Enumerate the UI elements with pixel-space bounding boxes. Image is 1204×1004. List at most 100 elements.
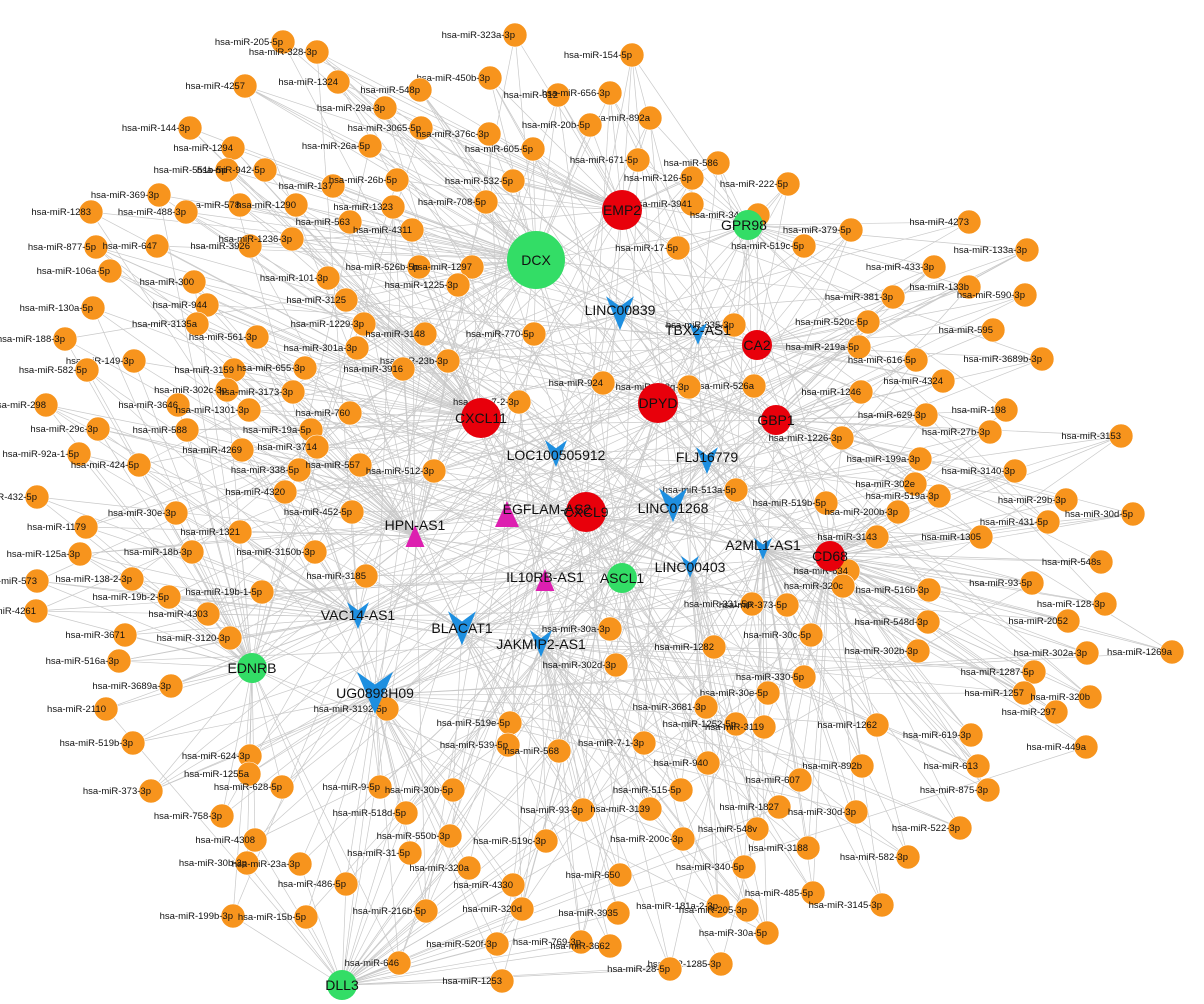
mirna-node-hsa-mir-330-5p[interactable]: hsa-miR-330-5p	[736, 664, 817, 690]
mirna-node-hsa-mir-101-3p[interactable]: hsa-miR-101-3p	[260, 265, 341, 291]
mirna-node-hsa-mir-320a[interactable]: hsa-miR-320a	[409, 855, 482, 881]
mirna-node-hsa-mir-19b-2-5p[interactable]: hsa-miR-19b-2-5p	[92, 584, 182, 610]
mirna-node-hsa-mir-1246[interactable]: hsa-miR-1246	[801, 379, 874, 405]
mirna-node-hsa-mir-199a-3p[interactable]: hsa-miR-199a-3p	[847, 446, 933, 472]
mirna-node-hsa-mir-3159[interactable]: hsa-miR-3159	[174, 357, 247, 383]
mirna-node-hsa-mir-532-5p[interactable]: hsa-miR-532-5p	[445, 168, 526, 194]
mirna-node-hsa-mir-219a-5p[interactable]: hsa-miR-219a-5p	[786, 334, 872, 360]
mirna-node-hsa-mir-940[interactable]: hsa-miR-940	[654, 750, 721, 776]
hub-node-linc01268[interactable]: LINC01268	[638, 488, 709, 523]
hub-node-ca2[interactable]: CA2	[742, 330, 772, 360]
hub-node-a2ml1-as1[interactable]: A2ML1-AS1	[725, 537, 801, 560]
hub-node-tbx2-as1[interactable]: TBX2-AS1	[665, 322, 731, 345]
hub-node-flj16779[interactable]: FLJ16779	[676, 447, 738, 475]
mirna-node-hsa-mir-1827[interactable]: hsa-miR-1827	[719, 794, 792, 820]
mirna-node-hsa-mir-520f-3p[interactable]: hsa-miR-520f-3p	[426, 931, 510, 957]
mirna-node-hsa-mir-3689b-3p[interactable]: hsa-miR-3689b-3p	[963, 346, 1055, 372]
mirna-node-hsa-mir-335-3p[interactable]: hsa-miR-335-3p	[666, 312, 747, 338]
mirna-node-hsa-mir-181a-2-3p[interactable]: hsa-miR-181a-2-3p	[636, 893, 731, 919]
mirna-node-hsa-mir-519c-3p[interactable]: hsa-miR-519c-3p	[473, 828, 559, 854]
mirna-node-hsa-mir-563[interactable]: hsa-miR-563	[296, 209, 363, 235]
mirna-node-hsa-mir-1323[interactable]: hsa-miR-1323	[333, 194, 406, 220]
mirna-node-hsa-mir-892a[interactable]: hsa-miR-892a	[590, 105, 663, 131]
mirna-node-hsa-mir-302e[interactable]: hsa-miR-302e	[855, 471, 928, 497]
mirna-node-hsa-mir-19b-1-5p[interactable]: hsa-miR-19b-1-5p	[185, 579, 275, 605]
mirna-node-hsa-mir-512-3p[interactable]: hsa-miR-512-3p	[366, 458, 447, 484]
mirna-node-hsa-mir-320d[interactable]: hsa-miR-320d	[462, 896, 535, 922]
mirna-node-hsa-mir-30a-5p[interactable]: hsa-miR-30a-5p	[699, 920, 780, 946]
mirna-node-hsa-mir-4311[interactable]: hsa-miR-4311	[353, 217, 425, 243]
mirna-node-hsa-mir-1287-5p[interactable]: hsa-miR-1287-5p	[961, 659, 1047, 685]
mirna-node-hsa-mir-18b-3p[interactable]: hsa-miR-18b-3p	[124, 539, 205, 565]
mirna-node-hsa-mir-519c-5p[interactable]: hsa-miR-519c-5p	[731, 233, 817, 259]
mirna-node-hsa-mir-877-5p[interactable]: hsa-miR-877-5p	[28, 234, 109, 260]
mirna-node-hsa-mir-1269a[interactable]: hsa-miR-1269a	[1107, 639, 1185, 665]
mirna-node-hsa-mir-133a-3p[interactable]: hsa-miR-133a-3p	[954, 237, 1040, 263]
mirna-node-hsa-mir-300[interactable]: hsa-miR-300	[140, 269, 207, 295]
mirna-node-hsa-mir-486-5p[interactable]: hsa-miR-486-5p	[278, 871, 359, 897]
mirna-node-hsa-mir-30b-3p[interactable]: hsa-miR-30b-3p	[179, 850, 260, 876]
mirna-node-hsa-mir-3662[interactable]: hsa-miR-3662	[550, 933, 623, 959]
mirna-node-hsa-mir-106a-5p[interactable]: hsa-miR-106a-5p	[37, 258, 123, 284]
mirna-node-hsa-mir-27b-3p[interactable]: hsa-miR-27b-3p	[922, 419, 1003, 445]
mirna-node-hsa-mir-582-3p[interactable]: hsa-miR-582-3p	[840, 844, 921, 870]
mirna-node-hsa-mir-3173-3p[interactable]: hsa-miR-3173-3p	[220, 379, 306, 405]
hub-node-cxcl9[interactable]: CXCL9	[563, 492, 609, 532]
mirna-node-hsa-mir-3120-3p[interactable]: hsa-miR-3120-3p	[157, 625, 243, 651]
mirna-node-hsa-mir-3689a-3p[interactable]: hsa-miR-3689a-3p	[92, 673, 184, 699]
mirna-node-hsa-mir-3646[interactable]: hsa-miR-3646	[118, 392, 191, 418]
mirna-node-hsa-mir-30b-5p[interactable]: hsa-miR-30b-5p	[385, 777, 466, 803]
mirna-node-hsa-mir-379-5p[interactable]: hsa-miR-379-5p	[783, 217, 864, 243]
mirna-node-hsa-mir-1225-3p[interactable]: hsa-miR-1225-3p	[385, 272, 471, 298]
mirna-node-hsa-mir-3143[interactable]: hsa-miR-3143	[817, 524, 890, 550]
mirna-node-hsa-mir-1282[interactable]: hsa-miR-1282	[654, 634, 727, 660]
mirna-node-hsa-mir-26b-5p[interactable]: hsa-miR-26b-5p	[329, 167, 410, 193]
mirna-node-hsa-mir-30e-3p[interactable]: hsa-miR-30e-3p	[108, 500, 189, 526]
mirna-node-hsa-mir-23a-3p[interactable]: hsa-miR-23a-3p	[232, 851, 313, 877]
hub-node-egflam-as2[interactable]: EGFLAM-AS2	[495, 501, 592, 527]
mirna-node-hsa-mir-4320[interactable]: hsa-miR-4320	[225, 479, 298, 505]
mirna-node-hsa-mir-1285-3p[interactable]: hsa-miR-1285-3p	[648, 951, 734, 977]
mirna-node-hsa-mir-561-3p[interactable]: hsa-miR-561-3p	[189, 324, 270, 350]
mirna-node-hsa-mir-3145-3p[interactable]: hsa-miR-3145-3p	[809, 892, 895, 918]
mirna-node-hsa-mir-4257[interactable]: hsa-miR-4257	[185, 73, 258, 99]
mirna-node-hsa-mir-4330[interactable]: hsa-miR-4330	[453, 872, 526, 898]
mirna-node-hsa-mir-551b-5p[interactable]: hsa-miR-551b-5p	[154, 157, 240, 183]
hub-node-il10rb-as1[interactable]: IL10RB-AS1	[506, 569, 584, 591]
mirna-node-hsa-mir-522-3p[interactable]: hsa-miR-522-3p	[892, 815, 973, 841]
mirna-node-hsa-mir-30e-5p[interactable]: hsa-miR-30e-5p	[700, 680, 781, 706]
mirna-node-hsa-mir-4303[interactable]: hsa-miR-4303	[148, 601, 221, 627]
mirna-node-hsa-mir-17-5p[interactable]: hsa-miR-17-5p	[615, 235, 691, 261]
mirna-node-hsa-mir-126-5p[interactable]: hsa-miR-126-5p	[624, 165, 705, 191]
mirna-node-hsa-mir-1255a[interactable]: hsa-miR-1255a	[184, 761, 262, 787]
mirna-node-hsa-mir-450b-3p[interactable]: hsa-miR-450b-3p	[417, 65, 503, 91]
mirna-node-hsa-mir-302c-3p[interactable]: hsa-miR-302c-3p	[154, 377, 240, 403]
mirna-node-hsa-mir-3926[interactable]: hsa-miR-3926	[190, 233, 263, 259]
mirna-node-hsa-mir-144-3p[interactable]: hsa-miR-144-3p	[122, 115, 203, 141]
mirna-node-hsa-mir-449a[interactable]: hsa-miR-449a	[1026, 734, 1099, 760]
hub-node-ug0898h09[interactable]: UG0898H09	[336, 671, 414, 714]
mirna-node-hsa-mir-301a-3p[interactable]: hsa-miR-301a-3p	[284, 335, 370, 361]
mirna-node-hsa-mir-3935[interactable]: hsa-miR-3935	[558, 900, 631, 926]
hub-node-loc100505912[interactable]: LOC100505912	[507, 440, 606, 468]
mirna-node-hsa-mir-302a-3p[interactable]: hsa-miR-302a-3p	[1014, 640, 1100, 666]
mirna-node-hsa-mir-548p[interactable]: hsa-miR-548p	[360, 77, 433, 103]
mirna-node-hsa-mir-200b-3p[interactable]: hsa-miR-200b-3p	[825, 499, 911, 525]
mirna-node-hsa-mir-338-5p[interactable]: hsa-miR-338-5p	[231, 457, 312, 483]
mirna-node-hsa-mir-2052[interactable]: hsa-miR-2052	[1008, 608, 1081, 634]
mirna-node-hsa-mir-205-5p[interactable]: hsa-miR-205-5p	[215, 29, 296, 55]
mirna-node-hsa-mir-616-5p[interactable]: hsa-miR-616-5p	[848, 347, 929, 373]
mirna-node-hsa-mir-137[interactable]: hsa-miR-137	[279, 173, 346, 199]
hub-node-cxcl11[interactable]: CXCL11	[455, 398, 507, 438]
hub-node-dcx[interactable]: DCX	[507, 231, 565, 289]
mirna-node-hsa-mir-760[interactable]: hsa-miR-760	[296, 400, 363, 426]
mirna-node-hsa-mir-15b-5p[interactable]: hsa-miR-15b-5p	[238, 904, 319, 930]
mirna-node-hsa-mir-655-3p[interactable]: hsa-miR-655-3p	[237, 355, 318, 381]
mirna-node-hsa-mir-30a-3p[interactable]: hsa-miR-30a-3p	[542, 616, 623, 642]
mirna-node-hsa-mir-200c-3p[interactable]: hsa-miR-200c-3p	[610, 826, 696, 852]
mirna-node-hsa-mir-302b-3p[interactable]: hsa-miR-302b-3p	[845, 638, 931, 664]
mirna-node-hsa-mir-30c-5p[interactable]: hsa-miR-30c-5p	[743, 622, 824, 648]
mirna-node-hsa-mir-432-5p[interactable]: hsa-miR-432-5p	[0, 484, 50, 510]
mirna-node-hsa-mir-128-3p[interactable]: hsa-miR-128-3p	[1037, 591, 1118, 617]
mirna-node-hsa-mir-222-5p[interactable]: hsa-miR-222-5p	[720, 171, 801, 197]
